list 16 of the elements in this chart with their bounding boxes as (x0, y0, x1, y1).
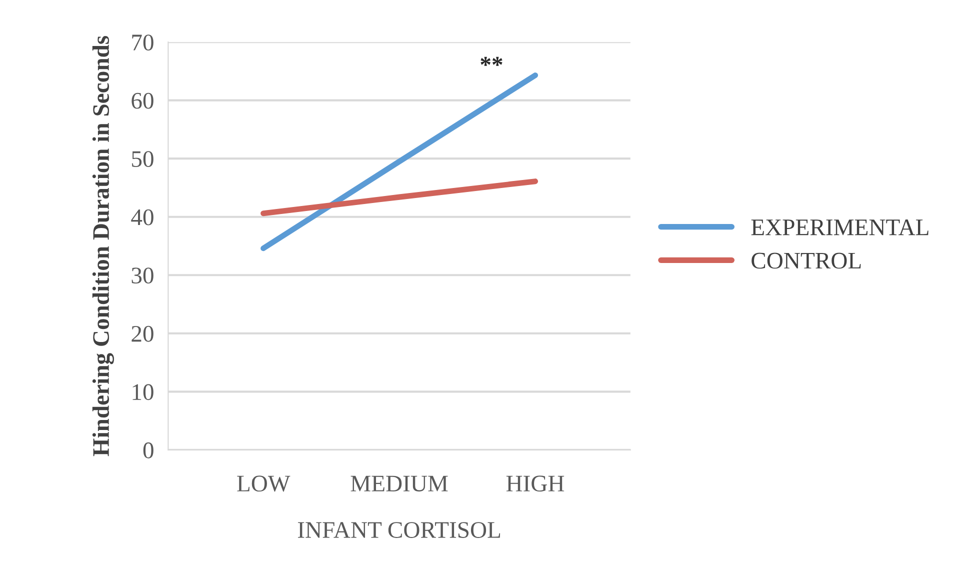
y-tick-label: 50 (132, 151, 154, 168)
y-tick-label: 60 (132, 92, 154, 109)
x-tick-label: LOW (237, 476, 290, 492)
legend-label: EXPERIMENTAL (751, 219, 928, 236)
x-tick-label: MEDIUM (350, 476, 448, 492)
y-tick-label: 10 (132, 384, 154, 400)
x-tick-label: HIGH (506, 476, 564, 492)
y-tick-label: 20 (132, 326, 154, 342)
y-axis-title: Hindering Condition Duration in Seconds (92, 36, 114, 456)
y-tick-label: 40 (131, 209, 154, 226)
y-tick-label: 0 (143, 442, 154, 458)
annotation: ** (480, 56, 502, 66)
y-tick-label: 30 (132, 268, 154, 284)
legend-label: CONTROL (752, 252, 861, 269)
x-axis-title: INFANT CORTISOL (298, 522, 500, 538)
y-tick-label: 70 (132, 34, 154, 50)
